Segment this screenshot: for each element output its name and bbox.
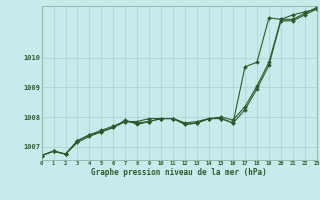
X-axis label: Graphe pression niveau de la mer (hPa): Graphe pression niveau de la mer (hPa) [91, 168, 267, 177]
